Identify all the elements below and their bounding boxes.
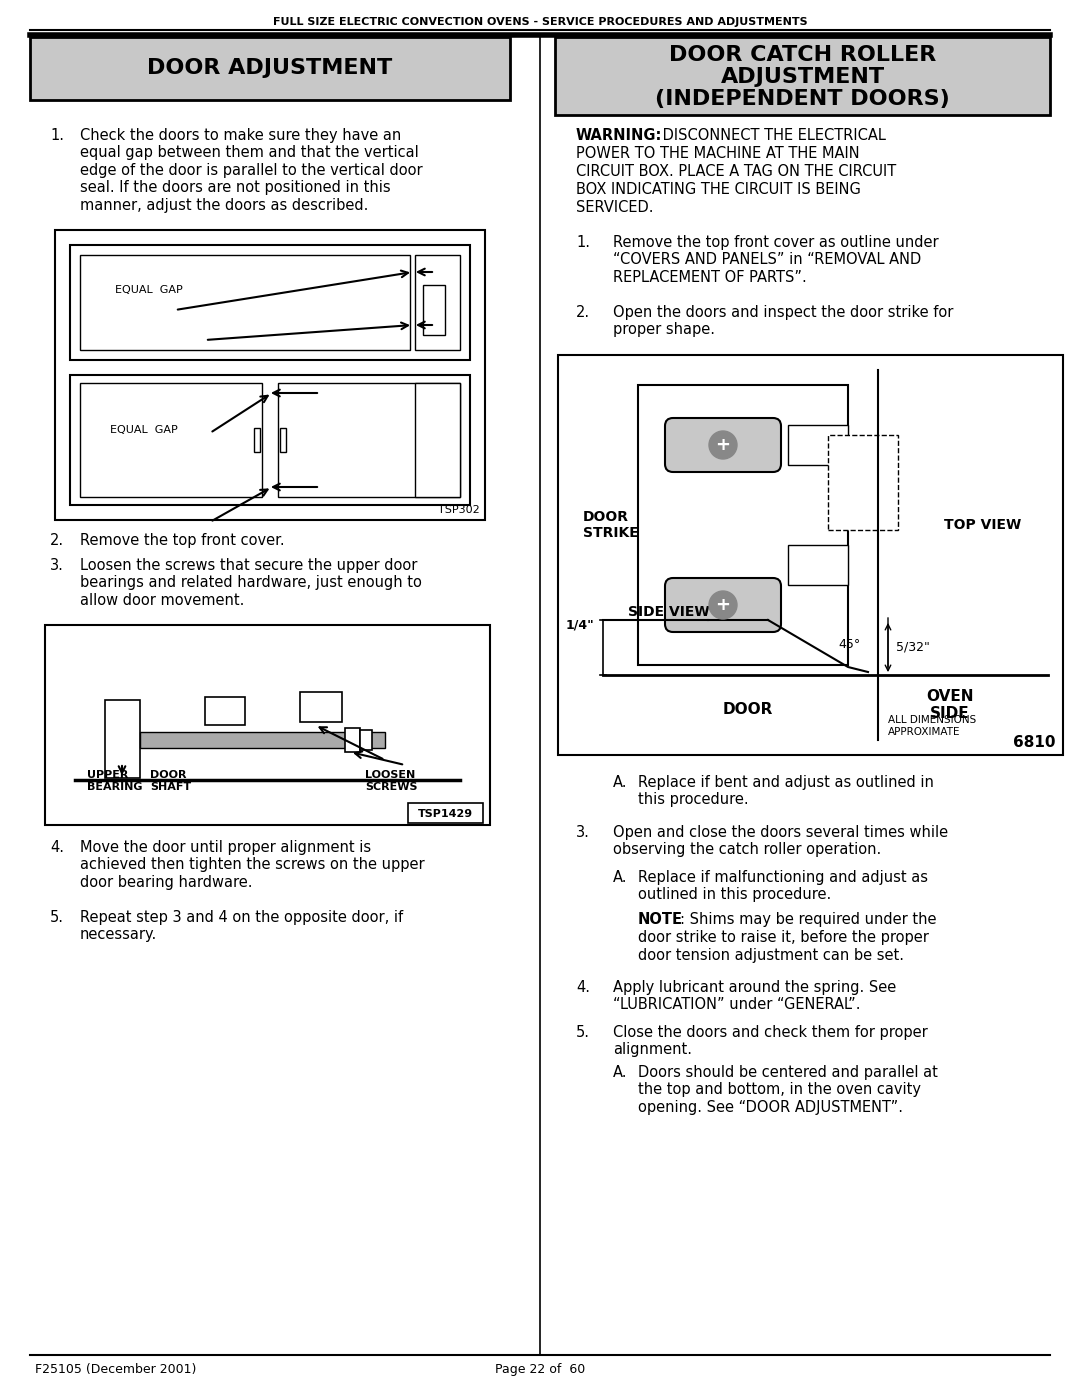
Text: Check the doors to make sure they have an
equal gap between them and that the ve: Check the doors to make sure they have a…: [80, 129, 422, 212]
Bar: [423, 285, 445, 335]
Bar: [55, 231, 485, 520]
Bar: [415, 256, 460, 351]
Text: Remove the top front cover.: Remove the top front cover.: [80, 534, 285, 548]
Text: EQUAL  GAP: EQUAL GAP: [114, 285, 183, 295]
Text: Remove the top front cover as outline under
“COVERS AND PANELS” in “REMOVAL AND
: Remove the top front cover as outline un…: [613, 235, 939, 285]
Bar: [828, 434, 897, 529]
Text: 5.: 5.: [576, 1025, 590, 1039]
Text: A.: A.: [613, 775, 627, 789]
FancyBboxPatch shape: [665, 418, 781, 472]
Text: OVEN
SIDE: OVEN SIDE: [927, 689, 974, 721]
Text: Doors should be centered and parallel at
the top and bottom, in the oven cavity
: Doors should be centered and parallel at…: [638, 1065, 937, 1115]
Text: 3.: 3.: [50, 557, 64, 573]
Text: : Shims may be required under the: : Shims may be required under the: [680, 912, 936, 928]
Text: 1.: 1.: [50, 129, 64, 142]
Text: Repeat step 3 and 4 on the opposite door, if
necessary.: Repeat step 3 and 4 on the opposite door…: [80, 909, 403, 943]
FancyBboxPatch shape: [665, 578, 781, 631]
Text: 3.: 3.: [576, 826, 590, 840]
Text: F25105 (December 2001): F25105 (December 2001): [35, 1363, 197, 1376]
Text: SIDE VIEW: SIDE VIEW: [627, 605, 710, 619]
Bar: [105, 700, 140, 778]
Text: Replace if malfunctioning and adjust as
outlined in this procedure.: Replace if malfunctioning and adjust as …: [638, 870, 928, 902]
Text: BOX INDICATING THE CIRCUIT IS BEING: BOX INDICATING THE CIRCUIT IS BEING: [576, 182, 861, 197]
Text: 6810: 6810: [1013, 735, 1055, 750]
Bar: [254, 427, 260, 453]
Text: Open and close the doors several times while
observing the catch roller operatio: Open and close the doors several times w…: [613, 826, 948, 858]
Text: 2.: 2.: [50, 534, 64, 548]
Bar: [205, 697, 245, 725]
Text: (INDEPENDENT DOORS): (INDEPENDENT DOORS): [656, 89, 950, 109]
Bar: [30, 36, 510, 101]
Bar: [558, 355, 1063, 754]
Bar: [415, 383, 460, 497]
Text: 4.: 4.: [576, 981, 590, 995]
Text: 45°: 45°: [838, 638, 861, 651]
Text: ADJUSTMENT: ADJUSTMENT: [720, 67, 885, 87]
Text: EQUAL  GAP: EQUAL GAP: [110, 425, 178, 434]
Bar: [45, 624, 490, 826]
Text: 4.: 4.: [50, 840, 64, 855]
Text: TSP302: TSP302: [438, 504, 480, 515]
Bar: [80, 256, 410, 351]
Text: POWER TO THE MACHINE AT THE MAIN: POWER TO THE MACHINE AT THE MAIN: [576, 147, 860, 161]
Text: Replace if bent and adjust as outlined in
this procedure.: Replace if bent and adjust as outlined i…: [638, 775, 934, 807]
Text: 5.: 5.: [50, 909, 64, 925]
Bar: [70, 374, 470, 504]
Bar: [278, 383, 460, 497]
Text: DOOR
STRIKE: DOOR STRIKE: [583, 510, 638, 541]
Circle shape: [708, 591, 737, 619]
Text: Apply lubricant around the spring. See
“LUBRICATION” under “GENERAL”.: Apply lubricant around the spring. See “…: [613, 981, 896, 1013]
Text: Page 22 of  60: Page 22 of 60: [495, 1363, 585, 1376]
Text: UPPER
BEARING: UPPER BEARING: [87, 770, 143, 792]
Text: DOOR
SHAFT: DOOR SHAFT: [150, 770, 191, 792]
Text: TOP VIEW: TOP VIEW: [944, 518, 1022, 532]
Text: DOOR CATCH ROLLER: DOOR CATCH ROLLER: [669, 45, 936, 66]
Text: Move the door until proper alignment is
achieved then tighten the screws on the : Move the door until proper alignment is …: [80, 840, 424, 890]
Bar: [140, 732, 384, 747]
Bar: [280, 427, 286, 453]
Text: TSP1429: TSP1429: [418, 809, 473, 819]
Bar: [788, 425, 848, 465]
Text: DOOR ADJUSTMENT: DOOR ADJUSTMENT: [147, 59, 393, 78]
Bar: [555, 36, 1050, 115]
Text: ALL DIMENSIONS
APPROXIMATE: ALL DIMENSIONS APPROXIMATE: [888, 715, 976, 736]
Text: Open the doors and inspect the door strike for
proper shape.: Open the doors and inspect the door stri…: [613, 305, 954, 338]
Text: 5/32": 5/32": [896, 640, 930, 654]
Bar: [80, 383, 262, 497]
Text: Loosen the screws that secure the upper door
bearings and related hardware, just: Loosen the screws that secure the upper …: [80, 557, 422, 608]
Text: FULL SIZE ELECTRIC CONVECTION OVENS - SERVICE PROCEDURES AND ADJUSTMENTS: FULL SIZE ELECTRIC CONVECTION OVENS - SE…: [272, 17, 808, 27]
Text: door tension adjustment can be set.: door tension adjustment can be set.: [638, 949, 904, 963]
Text: A.: A.: [613, 870, 627, 886]
Text: DISCONNECT THE ELECTRICAL: DISCONNECT THE ELECTRICAL: [658, 129, 886, 142]
Text: DOOR: DOOR: [723, 703, 773, 718]
Bar: [70, 244, 470, 360]
Bar: [638, 386, 848, 665]
Text: WARNING:: WARNING:: [576, 129, 662, 142]
Text: NOTE: NOTE: [638, 912, 683, 928]
Text: 1/4": 1/4": [566, 619, 595, 631]
Bar: [408, 803, 483, 823]
Text: LOOSEN
SCREWS: LOOSEN SCREWS: [365, 770, 418, 792]
Text: 2.: 2.: [576, 305, 590, 320]
Text: A.: A.: [613, 1065, 627, 1080]
Bar: [345, 728, 360, 752]
Text: SERVICED.: SERVICED.: [576, 200, 653, 215]
Bar: [300, 692, 342, 722]
Circle shape: [708, 432, 737, 460]
Text: CIRCUIT BOX. PLACE A TAG ON THE CIRCUIT: CIRCUIT BOX. PLACE A TAG ON THE CIRCUIT: [576, 163, 896, 179]
Text: Close the doors and check them for proper
alignment.: Close the doors and check them for prope…: [613, 1025, 928, 1058]
Bar: [360, 731, 372, 750]
Bar: [788, 545, 848, 585]
Text: +: +: [715, 436, 730, 454]
Text: 1.: 1.: [576, 235, 590, 250]
Text: door strike to raise it, before the proper: door strike to raise it, before the prop…: [638, 930, 929, 944]
Text: +: +: [715, 597, 730, 615]
